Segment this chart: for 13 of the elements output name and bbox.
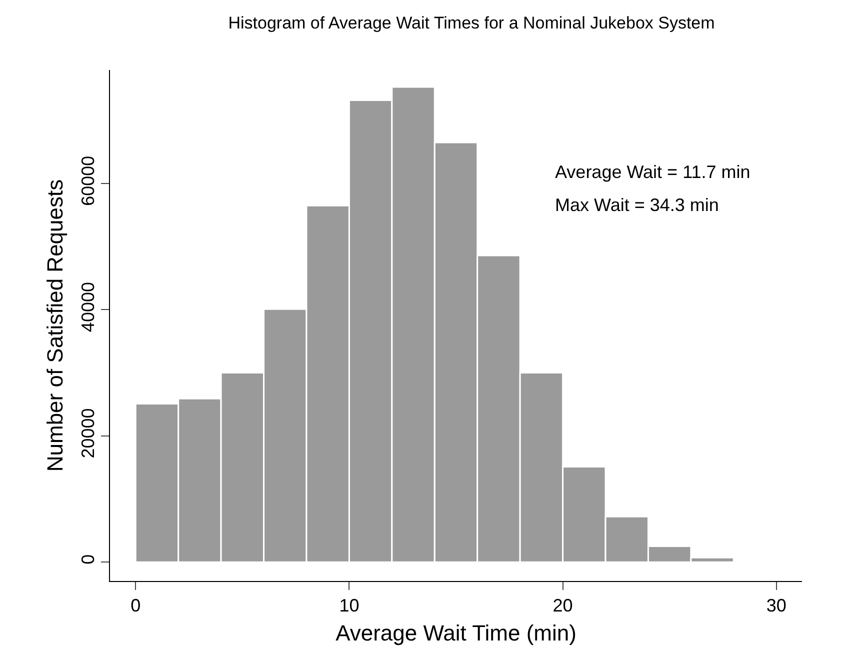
x-axis-title: Average Wait Time (min) (336, 620, 576, 646)
x-tick-label: 30 (766, 596, 786, 616)
x-tick-label: 20 (552, 596, 573, 616)
y-tick-label: 60000 (78, 156, 98, 206)
y-tick-label: 40000 (78, 282, 98, 332)
x-tick-label: 0 (130, 596, 141, 616)
chart-title: Histogram of Average Wait Times for a Nominal Jukebox System (228, 13, 715, 32)
y-tick-label: 20000 (78, 408, 98, 458)
annotation: Average Wait = 11.7 min (555, 162, 750, 182)
x-tick-label: 10 (339, 596, 360, 616)
y-axis-title: Number of Satisfied Requests (42, 179, 68, 472)
annotation: Max Wait = 34.3 min (555, 195, 719, 215)
y-tick-label: 0 (78, 554, 98, 564)
